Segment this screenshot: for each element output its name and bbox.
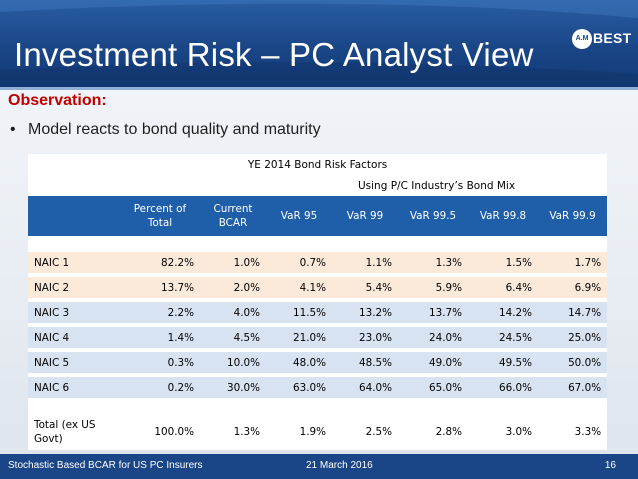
cell: 14.2% [468,298,538,325]
cell: 11.5% [266,298,332,325]
table-row: NAIC 1 82.2% 1.0% 0.7% 1.1% 1.3% 1.5% 1.… [28,252,608,275]
cell: 13.7% [398,298,468,325]
spacer-row [28,398,608,414]
row-label: NAIC 2 [28,273,120,300]
cell: 14.7% [538,298,608,325]
cell: 13.7% [120,273,200,300]
bond-risk-table: YE 2014 Bond Risk Factors Using P/C Indu… [28,154,608,450]
table-title: YE 2014 Bond Risk Factors [28,154,608,176]
cell: 1.3% [200,414,266,450]
cell: 1.3% [398,252,468,275]
cell: 63.0% [266,373,332,398]
cell: 25.0% [538,323,608,350]
footer-date: 21 March 2016 [306,460,373,471]
observation-heading: Observation: [8,92,107,109]
cell: 6.9% [538,273,608,300]
table-row: NAIC 5 0.3% 10.0% 48.0% 48.5% 49.0% 49.5… [28,348,608,375]
cell: 49.0% [398,348,468,375]
total-row: Total (ex US Govt) 100.0% 1.3% 1.9% 2.5%… [28,414,608,450]
cell: 2.2% [120,298,200,325]
cell: 82.2% [120,252,200,275]
cell: 1.7% [538,252,608,275]
column-header: Percent of Total [120,196,200,236]
row-label: NAIC 4 [28,323,120,350]
cell: 5.9% [398,273,468,300]
logo-mark: A.M [572,29,592,49]
footer-title: Stochastic Based BCAR for US PC Insurers [8,460,203,471]
column-header [28,196,120,236]
cell: 0.2% [120,373,200,398]
cell: 67.0% [538,373,608,398]
logo-text: BEST [593,30,632,46]
table-row: NAIC 4 1.4% 4.5% 21.0% 23.0% 24.0% 24.5%… [28,323,608,350]
table-subtitle: Using P/C Industry’s Bond Mix [266,176,608,196]
cell: 1.4% [120,323,200,350]
cell: 64.0% [332,373,398,398]
cell: 1.9% [266,414,332,450]
header-swoosh [0,0,638,87]
cell: 50.0% [538,348,608,375]
row-label: NAIC 6 [28,373,120,398]
title-bar: Investment Risk – PC Analyst View A.M BE… [0,0,638,90]
cell: 4.0% [200,298,266,325]
cell: 48.0% [266,348,332,375]
risk-factors-table: YE 2014 Bond Risk Factors Using P/C Indu… [28,154,608,450]
cell: 5.4% [332,273,398,300]
cell: 1.0% [200,252,266,275]
spacer-row [28,236,608,252]
cell: 4.5% [200,323,266,350]
column-header: VaR 99.5 [398,196,468,236]
footer-bar: Stochastic Based BCAR for US PC Insurers… [0,454,638,479]
cell: 3.3% [538,414,608,450]
cell: 0.7% [266,252,332,275]
row-label: NAIC 1 [28,252,120,275]
cell: 1.5% [468,252,538,275]
bullet-text: Model reacts to bond quality and maturit… [28,121,321,138]
table-title-row: YE 2014 Bond Risk Factors [28,154,608,176]
cell: 48.5% [332,348,398,375]
table-row: NAIC 6 0.2% 30.0% 63.0% 64.0% 65.0% 66.0… [28,373,608,398]
cell: 21.0% [266,323,332,350]
cell: 13.2% [332,298,398,325]
cell: 24.0% [398,323,468,350]
row-label: NAIC 5 [28,348,120,375]
column-header: Current BCAR [200,196,266,236]
column-header: VaR 95 [266,196,332,236]
cell: 1.1% [332,252,398,275]
cell: 23.0% [332,323,398,350]
cell: 2.8% [398,414,468,450]
bullet-icon: • [10,121,16,138]
am-best-logo: A.M BEST [572,27,631,53]
table-header-row: Percent of Total Current BCAR VaR 95 VaR… [28,196,608,236]
total-label: Total (ex US Govt) [28,414,120,450]
column-header: VaR 99.8 [468,196,538,236]
column-header: VaR 99 [332,196,398,236]
cell: 4.1% [266,273,332,300]
row-label: NAIC 3 [28,298,120,325]
cell: 65.0% [398,373,468,398]
cell: 2.5% [332,414,398,450]
page-number: 16 [604,460,616,471]
column-header: VaR 99.9 [538,196,608,236]
cell: 30.0% [200,373,266,398]
cell: 100.0% [120,414,200,450]
table-row: NAIC 2 13.7% 2.0% 4.1% 5.4% 5.9% 6.4% 6.… [28,273,608,300]
cell: 10.0% [200,348,266,375]
cell: 6.4% [468,273,538,300]
cell: 3.0% [468,414,538,450]
cell: 2.0% [200,273,266,300]
table-row: NAIC 3 2.2% 4.0% 11.5% 13.2% 13.7% 14.2%… [28,298,608,325]
cell: 24.5% [468,323,538,350]
cell: 0.3% [120,348,200,375]
slide-title: Investment Risk – PC Analyst View [14,36,534,73]
cell: 49.5% [468,348,538,375]
bullet-point: • Model reacts to bond quality and maturi… [10,121,321,139]
table-subtitle-row: Using P/C Industry’s Bond Mix [28,176,608,196]
cell: 66.0% [468,373,538,398]
